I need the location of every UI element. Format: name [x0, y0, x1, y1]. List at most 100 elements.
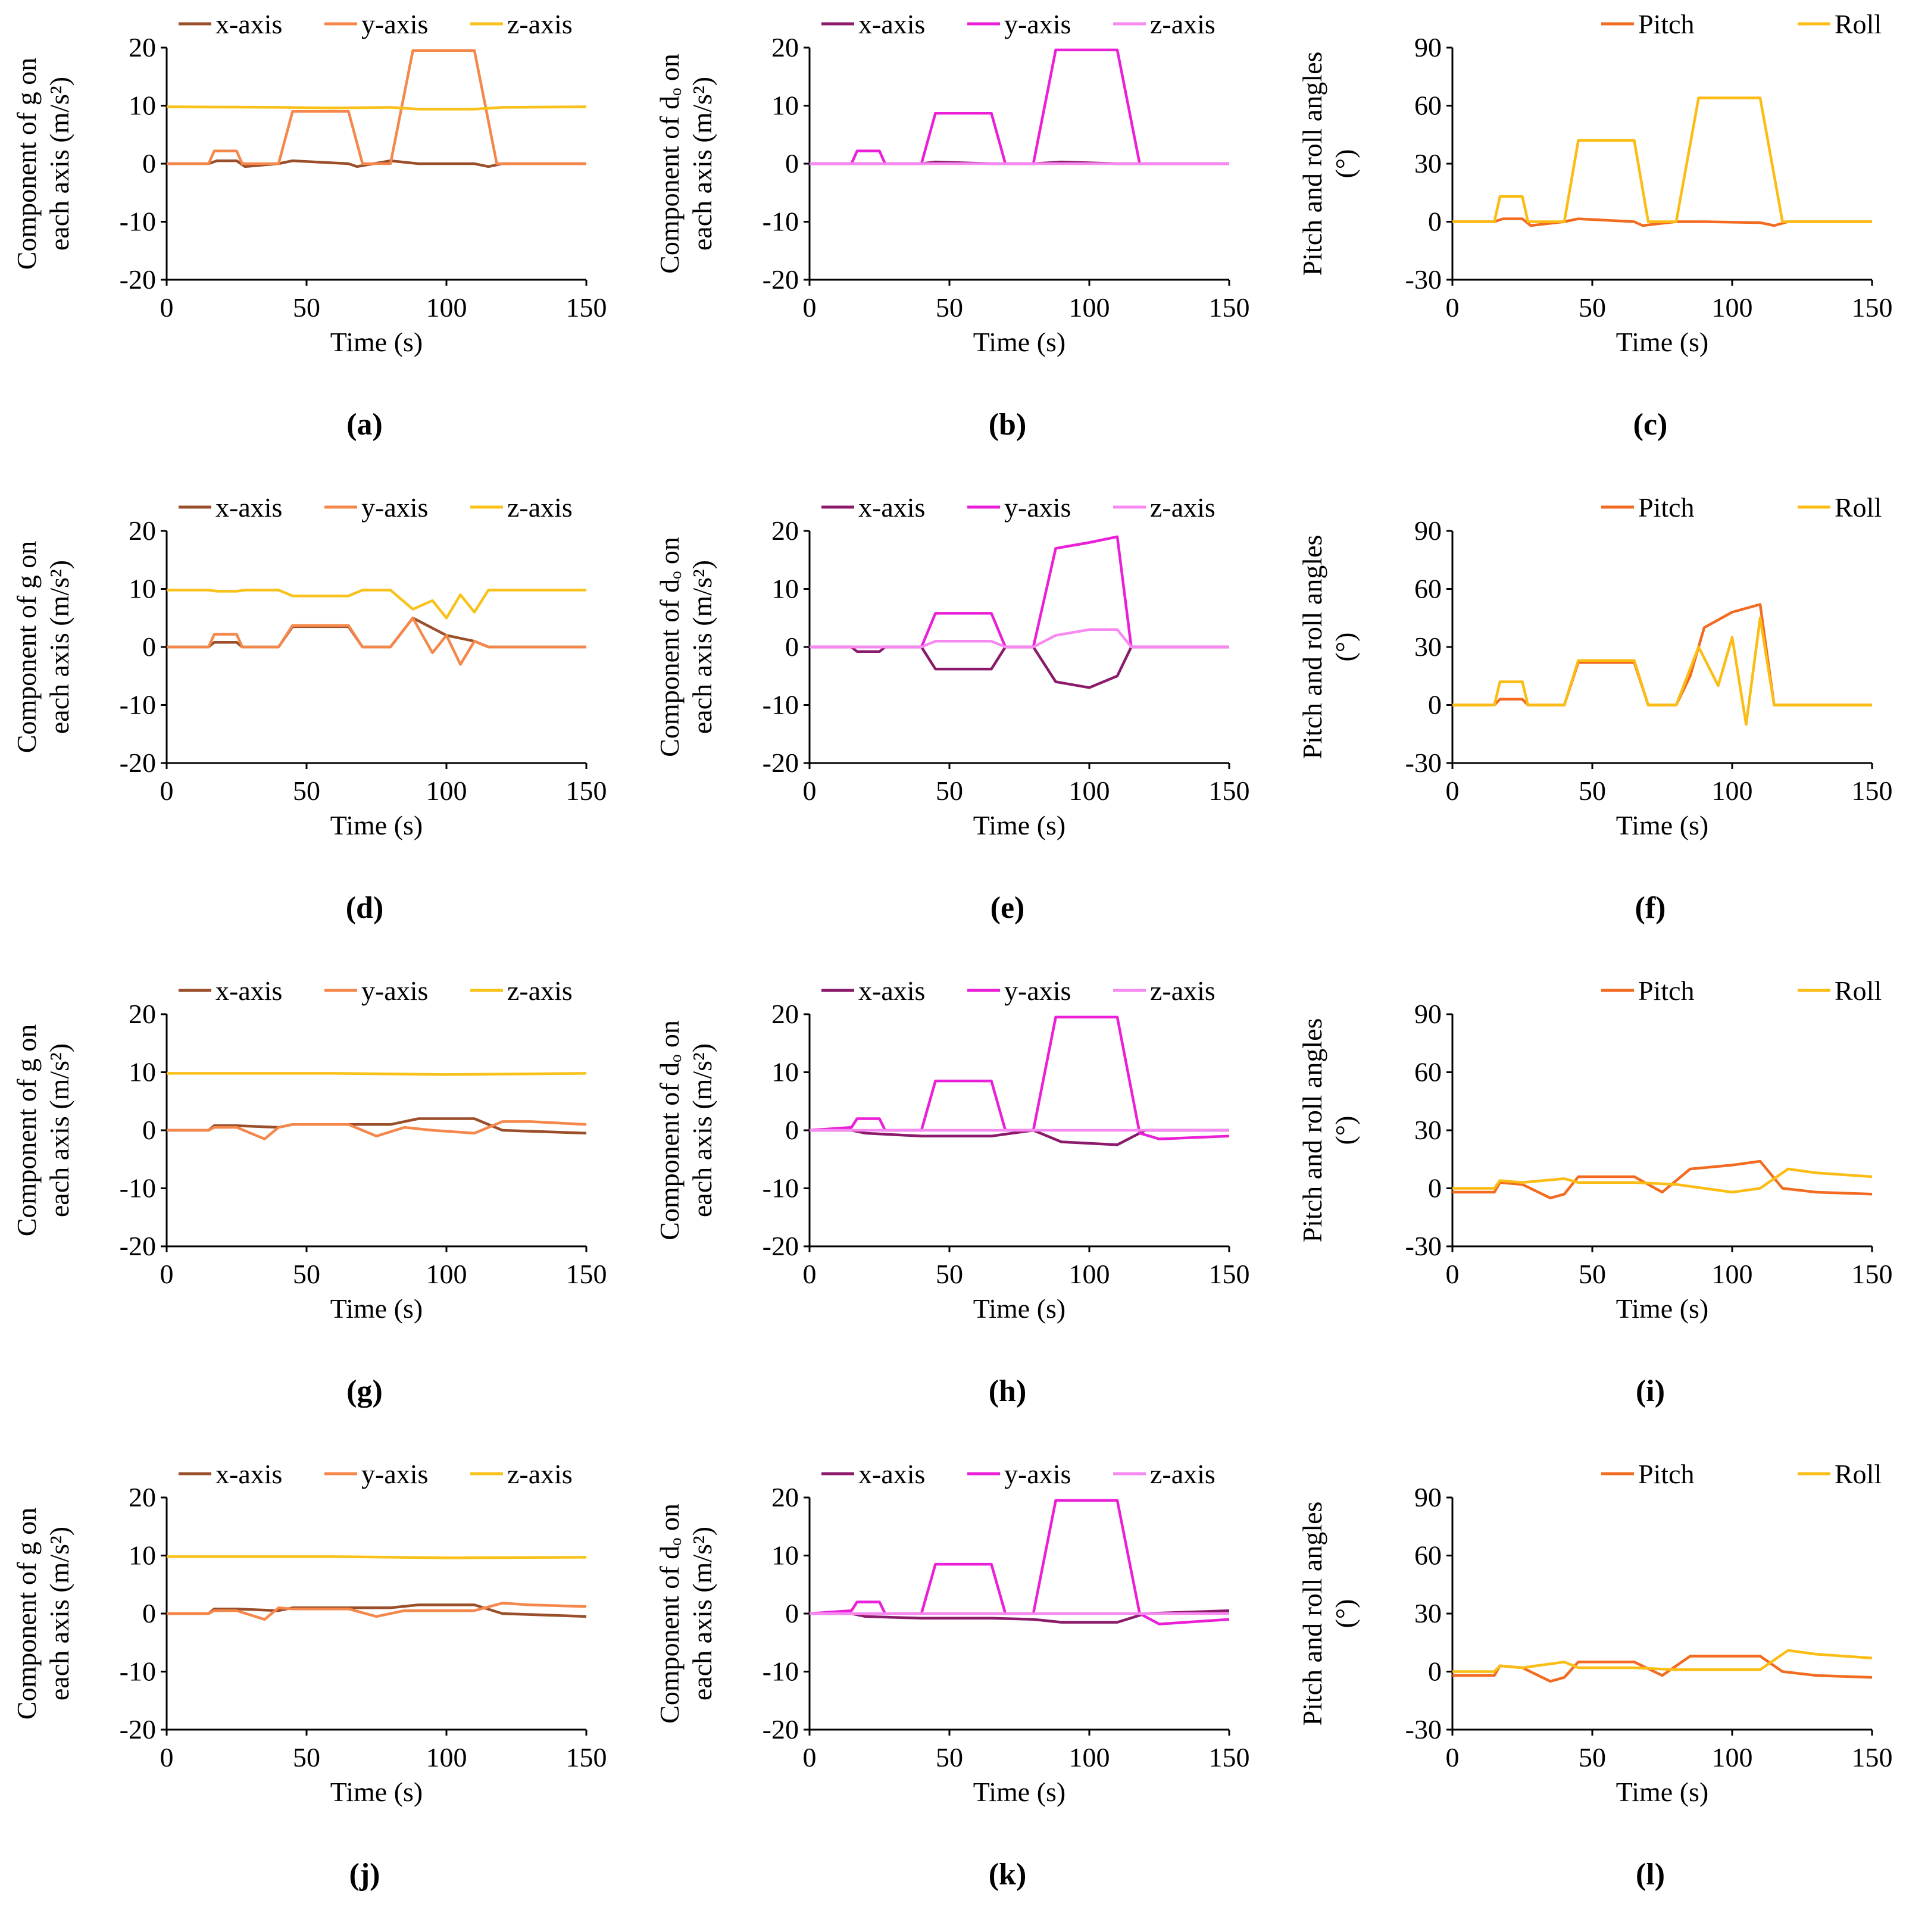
chart-panel-c: -30 0 30 60 90 0 50 100 150 Time (s) Pitch and rol… — [1286, 0, 1928, 482]
series-line-roll — [1452, 96, 1872, 223]
x-tick-label: 0 — [1446, 1259, 1460, 1289]
y-tick-label: -10 — [120, 207, 156, 237]
x-tick-label: 100 — [1069, 292, 1110, 323]
y-tick-label: 0 — [1428, 1656, 1442, 1687]
y-axis-label-line1: Pitch and roll angles — [1297, 1018, 1327, 1243]
x-tick-label: 150 — [1852, 292, 1893, 323]
legend-label: x-axis — [215, 9, 282, 39]
x-axis-label: Time (s) — [973, 327, 1066, 357]
x-tick-label: 100 — [1069, 1259, 1110, 1289]
y-axis-label-line1: Component of g on — [11, 1508, 42, 1720]
x-tick-label: 150 — [1852, 776, 1893, 806]
y-tick-label: 10 — [129, 1540, 156, 1571]
y-tick-label: 30 — [1414, 1598, 1442, 1628]
legend-label: x-axis — [858, 9, 925, 39]
legend-label: x-axis — [215, 1459, 282, 1489]
series-line-pitch — [1452, 603, 1872, 706]
chart-panel-b: -20 -10 0 10 20 0 50 100 150 Time (s) Component of… — [643, 0, 1285, 482]
panel-caption: (j) — [349, 1858, 380, 1892]
y-axis-label-line2: (°) — [1330, 1599, 1360, 1628]
x-axis-label: Time (s) — [973, 1293, 1066, 1324]
y-tick-label: 0 — [1428, 1173, 1442, 1203]
x-tick-label: 0 — [803, 776, 817, 806]
y-tick-label: 10 — [771, 1057, 799, 1087]
x-axis-label: Time (s) — [330, 810, 423, 840]
legend-label: Pitch — [1638, 9, 1695, 39]
y-tick-label: 0 — [142, 148, 156, 179]
y-tick-label: 20 — [771, 32, 799, 62]
y-axis-label-line1: Component of dₒ on — [654, 537, 685, 757]
series-line-x-axis — [810, 1609, 1230, 1624]
series-line-y-axis — [167, 617, 586, 666]
panel-caption: (f) — [1635, 891, 1666, 925]
x-axis-label: Time (s) — [330, 1293, 423, 1324]
x-tick-label: 0 — [803, 292, 817, 323]
series-line-x-axis — [810, 1128, 1229, 1146]
y-tick-label: 30 — [1414, 148, 1442, 179]
chart-panel-d: -20 -10 0 10 20 0 50 100 150 Time (s) Component of… — [0, 483, 642, 965]
chart-svg-k: -20 -10 0 10 20 0 50 100 150 Time (s) Component of… — [654, 1459, 1250, 1892]
x-tick-label: 100 — [1712, 776, 1753, 806]
x-tick-label: 0 — [160, 1742, 174, 1772]
y-tick-label: 0 — [1428, 690, 1442, 720]
series-line-y-axis — [167, 49, 586, 165]
y-tick-label: -10 — [763, 1656, 799, 1687]
y-axis-label-line2: each axis (m/s²) — [44, 1043, 74, 1217]
legend-label: x-axis — [858, 1459, 925, 1489]
y-tick-label: -20 — [120, 1714, 156, 1745]
y-tick-label: 90 — [1414, 999, 1442, 1029]
y-axis-label-line2: (°) — [1330, 1115, 1360, 1145]
series-line-y-axis — [167, 1602, 587, 1621]
legend-label: y-axis — [1004, 976, 1071, 1006]
legend-label: y-axis — [1004, 9, 1071, 39]
x-tick-label: 100 — [1712, 1259, 1753, 1289]
x-axis-label: Time (s) — [1616, 1293, 1709, 1324]
x-tick-label: 50 — [936, 1259, 963, 1289]
y-tick-label: -30 — [1405, 748, 1442, 778]
series-line-z-axis — [167, 589, 586, 620]
y-axis-label-line2: each axis (m/s²) — [687, 560, 717, 734]
series-line-roll — [1452, 617, 1872, 726]
y-axis-label-line2: (°) — [1330, 149, 1360, 178]
y-tick-label: -20 — [763, 1714, 799, 1745]
x-tick-label: 100 — [426, 1259, 467, 1289]
legend-label: y-axis — [1004, 1459, 1071, 1489]
chart-svg-h: -20 -10 0 10 20 0 50 100 150 Time (s) Component of… — [654, 976, 1250, 1408]
y-axis-label-line2: each axis (m/s²) — [44, 77, 74, 251]
x-tick-label: 150 — [1209, 292, 1250, 323]
x-axis-label: Time (s) — [1616, 1777, 1709, 1807]
x-tick-label: 0 — [803, 1259, 817, 1289]
x-tick-label: 100 — [1069, 1742, 1110, 1772]
x-tick-label: 150 — [1209, 776, 1250, 806]
legend-label: z-axis — [1150, 9, 1215, 39]
chart-svg-b: -20 -10 0 10 20 0 50 100 150 Time (s) Component of… — [654, 9, 1250, 442]
legend-label: x-axis — [215, 492, 282, 523]
y-tick-label: 90 — [1414, 1482, 1442, 1512]
y-tick-label: 0 — [1428, 207, 1442, 237]
y-tick-label: -20 — [763, 264, 799, 295]
y-tick-label: -20 — [120, 1231, 156, 1261]
x-tick-label: 150 — [1852, 1259, 1893, 1289]
x-tick-label: 50 — [1579, 1259, 1606, 1289]
legend-label: z-axis — [507, 9, 573, 39]
series-line-z-axis — [166, 105, 587, 111]
y-tick-label: 20 — [771, 515, 799, 546]
series-line-pitch — [1452, 1159, 1873, 1200]
chart-svg-j: -20 -10 0 10 20 0 50 100 150 Time (s) Component of… — [11, 1459, 607, 1892]
chart-svg-e: -20 -10 0 10 20 0 50 100 150 Time (s) Component of… — [654, 492, 1250, 925]
chart-svg-d: -20 -10 0 10 20 0 50 100 150 Time (s) Component of… — [11, 492, 607, 925]
y-axis-label-line1: Component of dₒ on — [654, 54, 685, 274]
x-tick-label: 50 — [293, 1259, 320, 1289]
x-tick-label: 50 — [1579, 1742, 1606, 1772]
x-tick-label: 50 — [936, 292, 963, 323]
y-axis-label-line1: Pitch and roll angles — [1297, 535, 1327, 759]
chart-panel-k: -20 -10 0 10 20 0 50 100 150 Time (s) Component of… — [643, 1450, 1285, 1932]
x-tick-label: 100 — [426, 1742, 467, 1772]
y-tick-label: 90 — [1414, 32, 1442, 62]
x-axis-label: Time (s) — [330, 327, 423, 357]
legend-label: z-axis — [507, 976, 573, 1006]
x-tick-label: 100 — [1712, 1742, 1753, 1772]
legend-label: Pitch — [1638, 492, 1695, 523]
y-tick-label: 10 — [129, 90, 156, 121]
